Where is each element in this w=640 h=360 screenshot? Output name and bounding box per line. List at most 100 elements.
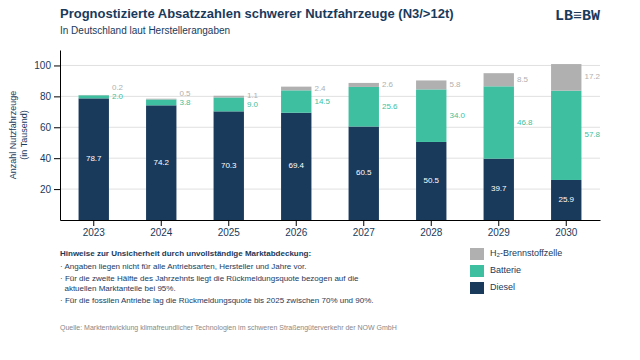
y-axis: 20 40 60 80 100 <box>34 51 60 221</box>
note: · Für die zweite Hälfte des Jahrzehnts l… <box>60 274 359 293</box>
bar-series <box>79 64 582 99</box>
data-label: 2.6 <box>382 80 394 89</box>
data-label: 46.8 <box>517 118 533 127</box>
subtitle: In Deutschland laut Herstellerangaben <box>60 25 230 36</box>
y-tick-mark <box>54 189 60 190</box>
legend-item: Diesel <box>470 282 515 294</box>
data-label: 0.2 <box>112 83 124 92</box>
data-label: 14.5 <box>314 97 330 106</box>
data-label: 74.2 <box>153 158 169 167</box>
y-tick-mark <box>54 127 60 128</box>
grid-line <box>60 158 600 159</box>
y-tick-mark <box>54 158 60 159</box>
bar <box>214 111 244 220</box>
data-label: 3.8 <box>179 98 191 107</box>
y-tick: 20 <box>40 184 60 195</box>
legend-item: H₂-Brennstoffzelle <box>470 248 562 260</box>
bar-series <box>79 86 582 180</box>
data-label: 25.9 <box>558 195 574 204</box>
bar <box>551 91 581 180</box>
y-tick-label: 100 <box>34 60 51 71</box>
data-label: 25.6 <box>382 102 398 111</box>
note: · Angaben liegen nicht für alle Antriebs… <box>60 262 306 271</box>
x-tick-mark <box>228 220 229 226</box>
legend-swatch <box>470 248 484 260</box>
grid <box>60 65 600 189</box>
x-tick-label: 2024 <box>150 227 173 238</box>
data-label: 78.7 <box>86 154 102 163</box>
legend-swatch <box>470 265 484 277</box>
data-label: 17.2 <box>584 72 600 81</box>
bar <box>281 87 311 91</box>
data-label: 1.1 <box>247 91 259 100</box>
x-tick-mark <box>363 220 364 226</box>
x-tick-label: 2030 <box>555 227 578 238</box>
y-tick-label: 40 <box>40 153 52 164</box>
x-tick-label: 2029 <box>488 227 511 238</box>
bar <box>484 73 514 86</box>
bar <box>349 83 379 87</box>
x-tick-label: 2027 <box>353 227 376 238</box>
x-tick: 2023 <box>83 220 106 238</box>
bar <box>551 64 581 91</box>
x-tick: 2025 <box>218 220 241 238</box>
x-tick: 2028 <box>420 220 443 238</box>
bar <box>79 95 109 98</box>
y-tick-label: 60 <box>40 122 52 133</box>
data-label: 60.5 <box>356 168 372 177</box>
x-tick: 2029 <box>488 220 511 238</box>
x-tick: 2024 <box>150 220 173 238</box>
bar <box>79 98 109 220</box>
bar <box>214 96 244 98</box>
source: Quelle: Marktentwicklung klimafreundlich… <box>60 324 397 332</box>
bar <box>79 94 109 95</box>
logo: LB≡BW <box>555 8 600 25</box>
x-tick-mark <box>498 220 499 226</box>
bar <box>484 159 514 220</box>
x-tick-mark <box>431 220 432 226</box>
y-tick: 100 <box>34 60 60 71</box>
data-label: 0.5 <box>179 89 191 98</box>
x-tick-label: 2025 <box>218 227 241 238</box>
bar <box>551 180 581 220</box>
title: Prognostizierte Absatzzahlen schwerer Nu… <box>60 6 454 21</box>
legend-swatch <box>470 282 484 294</box>
bars <box>79 64 582 220</box>
x-tick-label: 2026 <box>285 227 308 238</box>
data-label: 5.8 <box>449 80 461 89</box>
data-label: 50.5 <box>423 176 439 185</box>
legend-label: H₂-Brennstoffzelle <box>490 248 562 258</box>
x-tick: 2027 <box>353 220 376 238</box>
bar <box>484 86 514 158</box>
x-tick-mark <box>566 220 567 226</box>
bar <box>281 113 311 220</box>
data-label: 69.4 <box>288 161 304 170</box>
grid-line <box>60 127 600 128</box>
grid-line <box>60 65 600 66</box>
data-label: 34.0 <box>449 111 465 120</box>
data-label: 39.7 <box>491 184 507 193</box>
x-tick-label: 2023 <box>83 227 106 238</box>
x-tick: 2026 <box>285 220 308 238</box>
bar <box>349 127 379 221</box>
x-axis-line <box>61 220 601 221</box>
x-tick: 2030 <box>555 220 578 238</box>
data-label: 70.3 <box>221 161 237 170</box>
x-tick-mark <box>93 220 94 226</box>
bar <box>349 87 379 127</box>
bar <box>146 98 176 100</box>
y-tick: 60 <box>40 122 60 133</box>
bar <box>214 97 244 111</box>
bar <box>416 89 446 142</box>
data-label: 9.0 <box>247 100 259 109</box>
data-label: 2.4 <box>314 84 326 93</box>
x-tick-mark <box>296 220 297 226</box>
legend-label: Diesel <box>490 282 515 292</box>
y-tick: 80 <box>40 91 60 102</box>
bar <box>281 90 311 112</box>
x-axis: 2023 2024 2025 2026 2027 2028 2029 2030 <box>61 220 601 238</box>
data-labels: 78.72.00.274.23.80.570.39.01.169.414.52.… <box>86 72 601 204</box>
y-axis-title: Anzahl Nutzfahrzeuge(in Tausend) <box>8 91 29 180</box>
x-tick-mark <box>161 220 162 226</box>
y-axis-line <box>60 51 61 221</box>
